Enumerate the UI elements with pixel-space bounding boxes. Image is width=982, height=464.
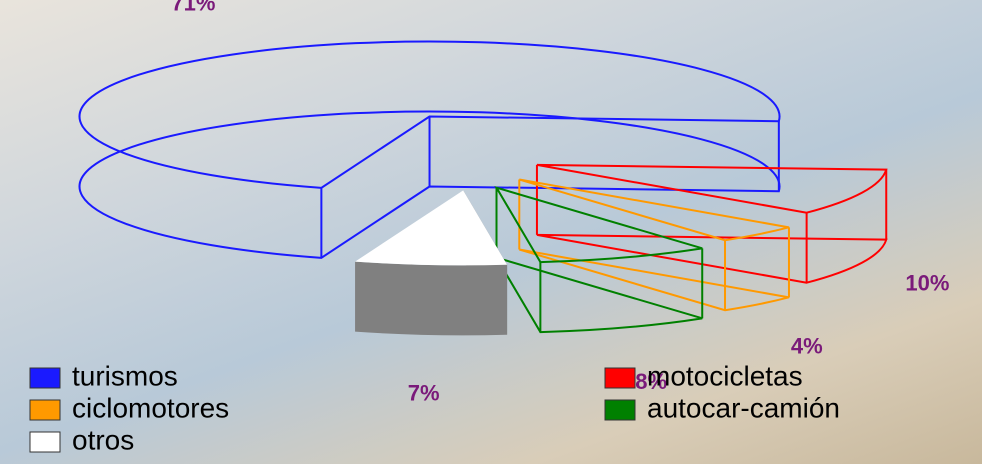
legend-swatch (605, 368, 635, 388)
slice-bottom (519, 250, 789, 311)
legend-label: motocicletas (647, 360, 803, 391)
legend-label: autocar-camión (647, 392, 840, 423)
legend-label: otros (72, 424, 134, 455)
data-label: 7% (408, 381, 440, 406)
legend-swatch (30, 368, 60, 388)
page: 71%10%4%8%7%turismosmotocicletasciclomot… (0, 0, 982, 464)
legend-swatch (30, 400, 60, 420)
data-label: 10% (905, 270, 949, 295)
legend-label: turismos (72, 360, 178, 391)
slice (355, 190, 507, 265)
data-label: 4% (791, 334, 823, 359)
chart: 71%10%4%8%7%turismosmotocicletasciclomot… (0, 0, 982, 464)
data-label: 71% (171, 0, 215, 16)
legend-swatch (30, 432, 60, 452)
slice-bottom (537, 235, 886, 283)
legend-swatch (605, 400, 635, 420)
slice-side (355, 262, 507, 336)
legend-label: ciclomotores (72, 392, 229, 423)
